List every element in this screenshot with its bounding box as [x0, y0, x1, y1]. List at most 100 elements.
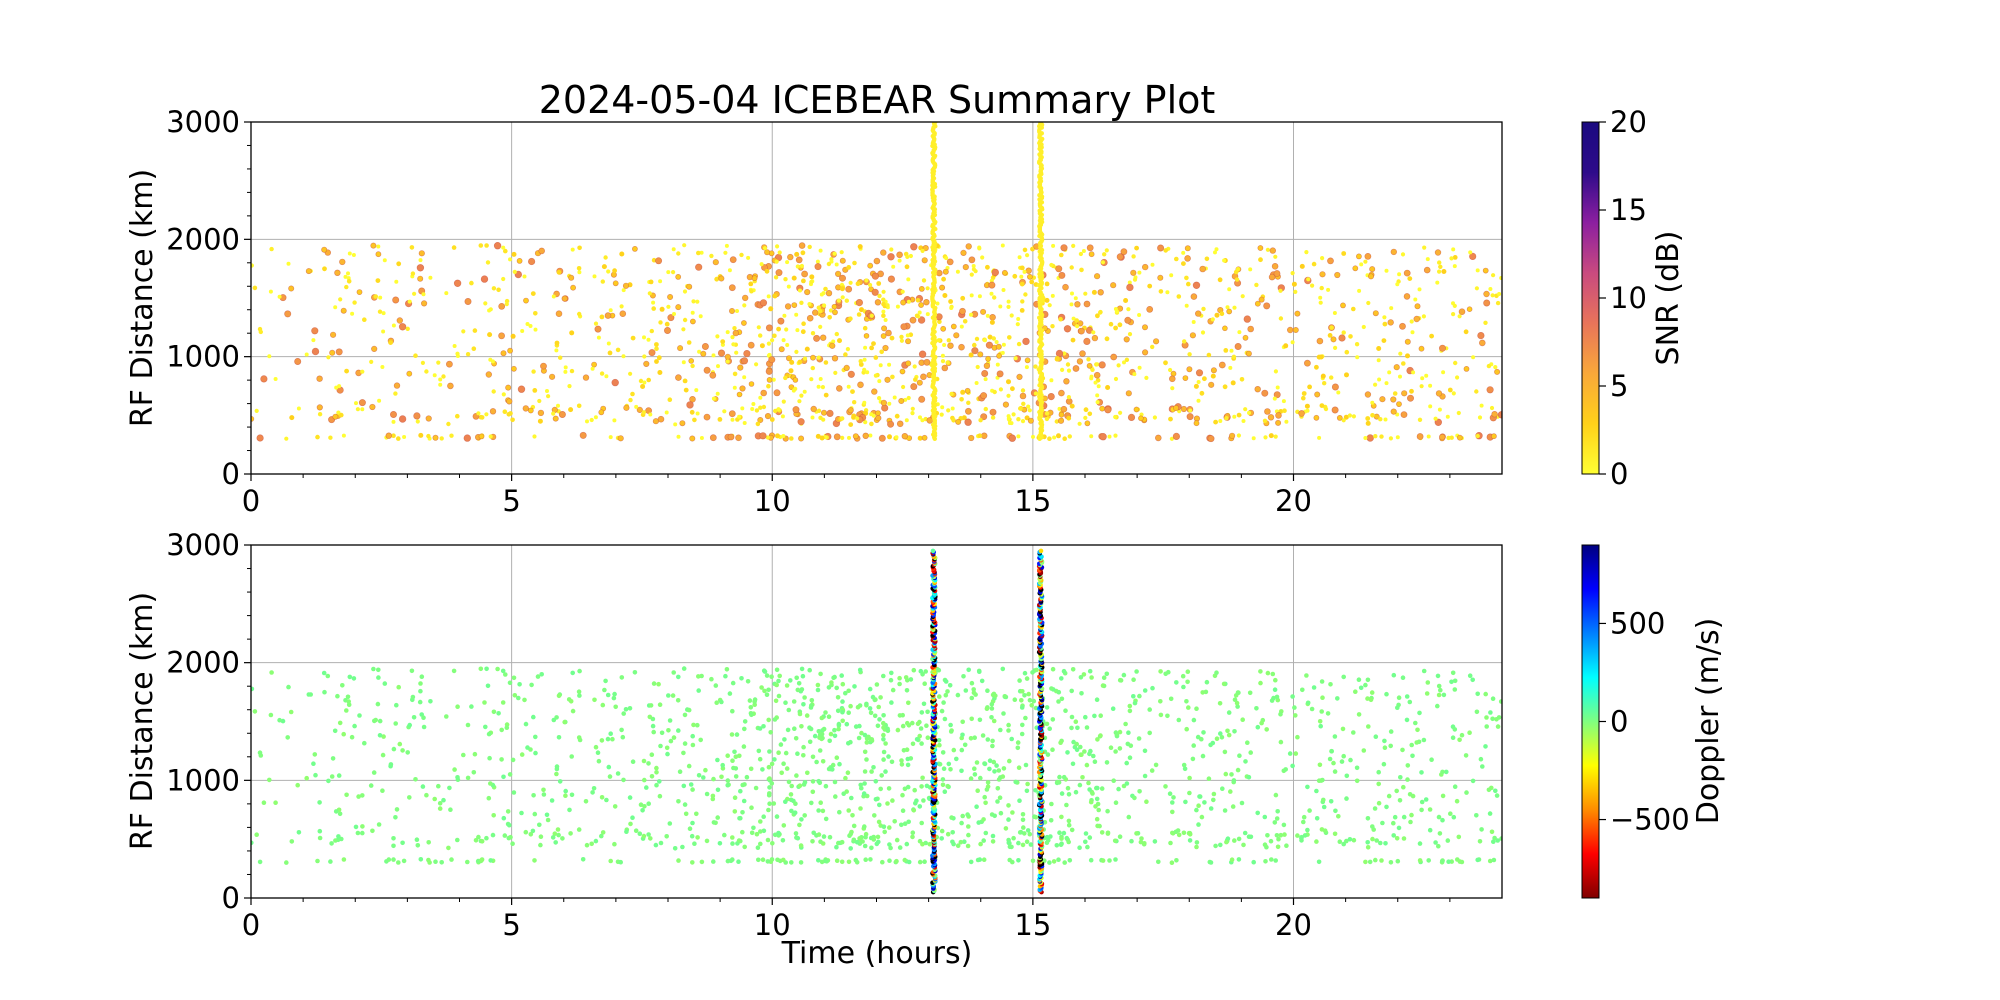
snr-point	[1363, 259, 1368, 264]
snr-point	[1214, 247, 1219, 252]
doppler-point	[788, 678, 793, 683]
snr-point	[730, 417, 735, 422]
doppler-point	[740, 810, 745, 815]
doppler-point	[584, 842, 590, 848]
doppler-point	[783, 750, 789, 756]
snr-point	[900, 289, 905, 294]
snr-point	[1452, 255, 1458, 260]
doppler-point	[977, 717, 983, 723]
doppler-point	[1273, 792, 1279, 798]
doppler-point	[1065, 785, 1071, 791]
doppler-point	[1396, 695, 1402, 700]
doppler-point	[799, 724, 804, 729]
snr-point	[887, 275, 896, 283]
snr-point	[1207, 435, 1215, 443]
doppler-point	[946, 761, 952, 767]
snr-point	[1141, 263, 1149, 271]
snr-point	[775, 244, 780, 249]
doppler-point	[877, 802, 882, 808]
snr-point	[1243, 315, 1252, 323]
snr-point	[1242, 334, 1249, 341]
doppler-point	[843, 775, 848, 781]
doppler-point	[1047, 726, 1052, 731]
doppler-point	[568, 831, 573, 836]
doppler-point	[654, 770, 659, 775]
snr-point	[1138, 415, 1144, 422]
doppler-point	[917, 804, 923, 809]
doppler-point	[648, 836, 653, 841]
snr-point	[682, 243, 687, 248]
doppler-point	[344, 792, 349, 798]
snr-colorbar-bar	[1581, 121, 1600, 475]
doppler-point	[368, 783, 374, 788]
doppler-point	[627, 706, 633, 711]
snr-point	[396, 317, 403, 324]
doppler-point	[1024, 788, 1030, 794]
doppler-point	[1044, 834, 1050, 840]
doppler-point	[785, 727, 791, 733]
snr-point	[871, 413, 876, 418]
doppler-point	[1457, 859, 1463, 864]
doppler-point	[1370, 836, 1375, 842]
doppler-point	[818, 800, 823, 805]
doppler-point	[1020, 817, 1026, 823]
doppler-point	[979, 678, 985, 684]
snr-point	[968, 434, 975, 442]
doppler-point	[306, 692, 312, 697]
snr-point	[832, 251, 837, 256]
doppler-point	[859, 730, 864, 736]
snr-point	[1091, 289, 1097, 295]
snr-point	[742, 303, 747, 308]
doppler-point	[1452, 727, 1458, 732]
snr-point	[777, 250, 782, 255]
snr-point	[1006, 416, 1011, 421]
snr-point	[472, 328, 478, 333]
snr-point	[838, 274, 846, 282]
doppler-point	[819, 859, 825, 865]
doppler-point	[1409, 812, 1414, 818]
snr-point	[987, 334, 993, 340]
doppler-point	[1050, 747, 1055, 752]
doppler-point	[885, 801, 890, 806]
snr-point	[1107, 434, 1112, 439]
doppler-point	[1025, 828, 1031, 833]
snr-point	[1060, 405, 1068, 413]
snr-point	[1469, 252, 1477, 260]
snr-point	[826, 261, 832, 267]
snr-point	[1127, 280, 1132, 285]
doppler-point	[1419, 770, 1424, 775]
doppler-point	[605, 736, 611, 742]
snr-point	[906, 277, 911, 282]
snr-point	[800, 250, 806, 256]
snr-point	[655, 257, 663, 265]
doppler-point	[1031, 698, 1037, 704]
doppler-point	[816, 858, 821, 863]
doppler-point	[1328, 799, 1334, 804]
doppler-point	[864, 740, 870, 745]
snr-point	[971, 347, 979, 355]
snr-point	[1268, 273, 1276, 281]
snr-point	[1373, 434, 1378, 439]
doppler-point	[815, 682, 821, 688]
doppler-point	[887, 825, 892, 830]
doppler-point	[441, 797, 446, 803]
doppler-point	[719, 774, 724, 780]
doppler-point	[690, 733, 695, 739]
snr-point	[917, 316, 926, 324]
snr-point	[1420, 376, 1425, 381]
snr-point	[1272, 396, 1277, 401]
snr-point	[1018, 406, 1023, 411]
doppler-point	[876, 704, 881, 710]
doppler-point	[740, 829, 745, 835]
snr-point	[983, 362, 991, 369]
snr-point	[356, 289, 363, 295]
snr-point	[977, 246, 982, 251]
doppler-point	[1050, 717, 1056, 722]
snr-point	[799, 263, 805, 269]
snr-point	[846, 384, 851, 389]
doppler-point	[1181, 684, 1186, 690]
snr-point	[759, 262, 764, 267]
doppler-point	[766, 764, 772, 770]
snr-point	[718, 275, 725, 282]
